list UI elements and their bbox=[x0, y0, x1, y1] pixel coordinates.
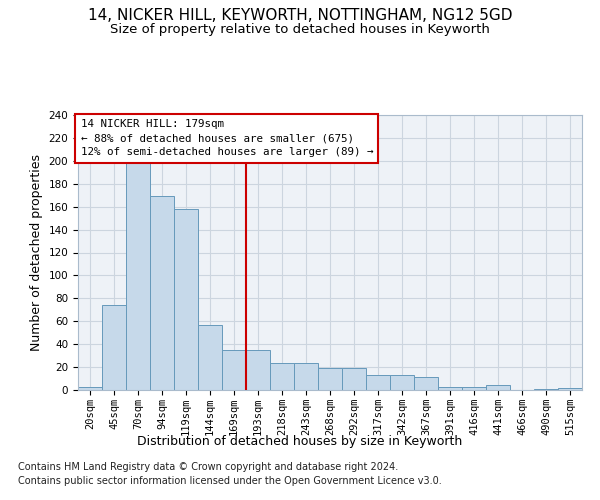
Text: 14 NICKER HILL: 179sqm
← 88% of detached houses are smaller (675)
12% of semi-de: 14 NICKER HILL: 179sqm ← 88% of detached… bbox=[80, 119, 373, 157]
Bar bbox=[150, 196, 174, 390]
Bar bbox=[558, 388, 582, 390]
Text: Contains public sector information licensed under the Open Government Licence v3: Contains public sector information licen… bbox=[18, 476, 442, 486]
Text: 14, NICKER HILL, KEYWORTH, NOTTINGHAM, NG12 5GD: 14, NICKER HILL, KEYWORTH, NOTTINGHAM, N… bbox=[88, 8, 512, 22]
Bar bbox=[366, 375, 390, 390]
Bar bbox=[438, 386, 462, 390]
Bar bbox=[78, 386, 102, 390]
Bar bbox=[486, 386, 510, 390]
Text: Contains HM Land Registry data © Crown copyright and database right 2024.: Contains HM Land Registry data © Crown c… bbox=[18, 462, 398, 472]
Bar bbox=[246, 350, 270, 390]
Bar bbox=[270, 362, 294, 390]
Bar bbox=[198, 324, 222, 390]
Bar bbox=[342, 368, 366, 390]
Bar bbox=[414, 378, 438, 390]
Bar bbox=[534, 389, 558, 390]
Bar bbox=[222, 350, 246, 390]
Bar bbox=[294, 362, 318, 390]
Text: Size of property relative to detached houses in Keyworth: Size of property relative to detached ho… bbox=[110, 22, 490, 36]
Text: Distribution of detached houses by size in Keyworth: Distribution of detached houses by size … bbox=[137, 435, 463, 448]
Bar bbox=[174, 209, 198, 390]
Bar bbox=[102, 305, 126, 390]
Bar bbox=[126, 163, 150, 390]
Bar bbox=[318, 368, 342, 390]
Bar bbox=[390, 375, 414, 390]
Bar bbox=[462, 386, 486, 390]
Y-axis label: Number of detached properties: Number of detached properties bbox=[30, 154, 43, 351]
